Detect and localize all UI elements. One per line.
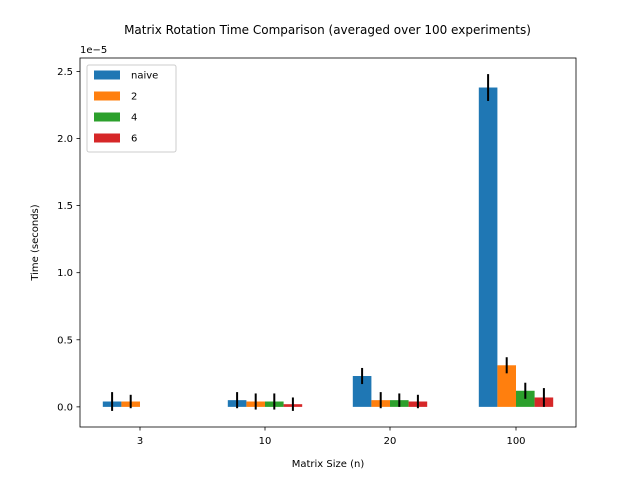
y-tick-label: 1.5 — [57, 201, 73, 212]
legend-swatch-4 — [94, 112, 120, 122]
legend-box — [86, 64, 177, 153]
x-tick-label: 20 — [384, 436, 397, 447]
y-axis-label: Time (seconds) — [30, 204, 41, 281]
legend-swatch-2 — [94, 91, 120, 101]
bar-2-100 — [497, 365, 516, 407]
bar-naive-100 — [478, 87, 498, 407]
legend-label-4: 4 — [131, 113, 137, 124]
y-tick-label: 2.0 — [57, 134, 73, 145]
y-offset-label: 1e−5 — [80, 45, 107, 56]
plot-frame — [79, 57, 577, 428]
x-tick-label: 100 — [506, 436, 525, 447]
legend-label-naive: naive — [131, 71, 158, 82]
x-axis: 3 10 20 100 — [137, 427, 526, 447]
x-tick-label: 10 — [259, 436, 272, 447]
y-tick-label: 0.5 — [57, 335, 73, 346]
legend-label-2: 2 — [131, 92, 137, 103]
legend-swatch-naive — [94, 70, 120, 80]
bar-naive-20 — [352, 376, 372, 407]
y-tick-label: 2.5 — [57, 67, 73, 78]
error-bars-layer — [111, 74, 545, 411]
y-tick-label: 1.0 — [57, 268, 73, 279]
legend: naive 2 4 6 — [86, 64, 177, 153]
chart-title: Matrix Rotation Time Comparison (average… — [124, 23, 531, 37]
x-axis-label: Matrix Size (n) — [292, 459, 365, 470]
y-axis: 0.0 0.5 1.0 1.5 2.0 2.5 — [57, 67, 80, 413]
legend-label-6: 6 — [131, 134, 137, 145]
y-tick-label: 0.0 — [57, 402, 73, 413]
legend-swatch-6 — [94, 133, 120, 143]
x-tick-label: 3 — [137, 436, 143, 447]
